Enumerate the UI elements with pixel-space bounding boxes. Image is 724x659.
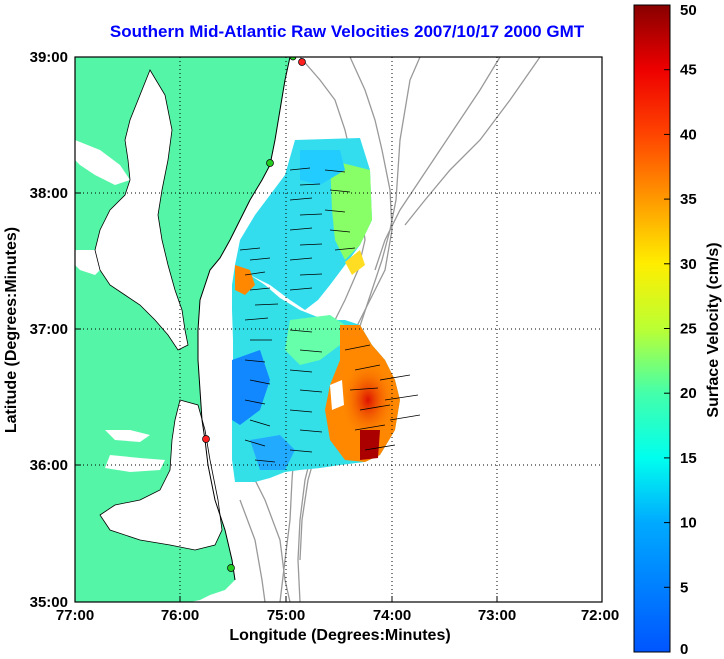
station-marker-red-north: [298, 58, 306, 66]
x-tick-label: 73:00: [478, 607, 516, 624]
colorbar-tick-label: 45: [680, 62, 697, 79]
y-tick-label: 38:00: [30, 185, 68, 202]
x-tick-label: 74:00: [373, 607, 411, 624]
y-tick-label: 36:00: [30, 457, 68, 474]
bathymetry-contours: [239, 57, 541, 602]
x-tick-label: 72:00: [581, 607, 619, 624]
y-tick-label: 35:00: [30, 594, 68, 611]
colorbar-tick-label: 25: [680, 321, 697, 338]
y-tick-label: 37:00: [30, 321, 68, 338]
station-marker-green-mid: [266, 159, 274, 167]
map-title: Southern Mid-Atlantic Raw Velocities 200…: [109, 22, 585, 41]
station-marker-green-south: [227, 564, 235, 572]
station-marker-green-north: [289, 57, 297, 61]
colorbar-tick-label: 0: [680, 641, 688, 658]
colorbar-tick-label: 50: [680, 2, 697, 19]
station-marker-red-south: [202, 435, 210, 443]
y-tick-label: 39:00: [30, 49, 68, 66]
colorbar-tick-label: 10: [680, 515, 697, 532]
x-axis-label: Longitude (Degrees:Minutes): [229, 627, 450, 644]
colorbar-tick-label: 5: [680, 579, 688, 596]
colorbar-tick-label: 35: [680, 191, 697, 208]
colorbar-tick-label: 20: [680, 385, 697, 402]
colorbar-tick-label: 40: [680, 126, 697, 143]
colorbar-label: Surface Velocity (cm/s): [705, 242, 722, 417]
land: [75, 57, 291, 602]
colorbar-ticks: 0 5 10 15 20 25 30 35 40 45 50: [664, 2, 697, 658]
velocity-field: [232, 138, 421, 482]
x-tick-label: 76:00: [161, 607, 199, 624]
colorbar-tick-label: 30: [680, 256, 697, 273]
colorbar-tick-label: 15: [680, 450, 697, 467]
x-tick-label: 75:00: [267, 607, 305, 624]
map-grid: [75, 57, 602, 602]
x-tick-label: 77:00: [56, 607, 94, 624]
y-axis-label: Latitude (Degrees:Minutes): [3, 227, 20, 433]
